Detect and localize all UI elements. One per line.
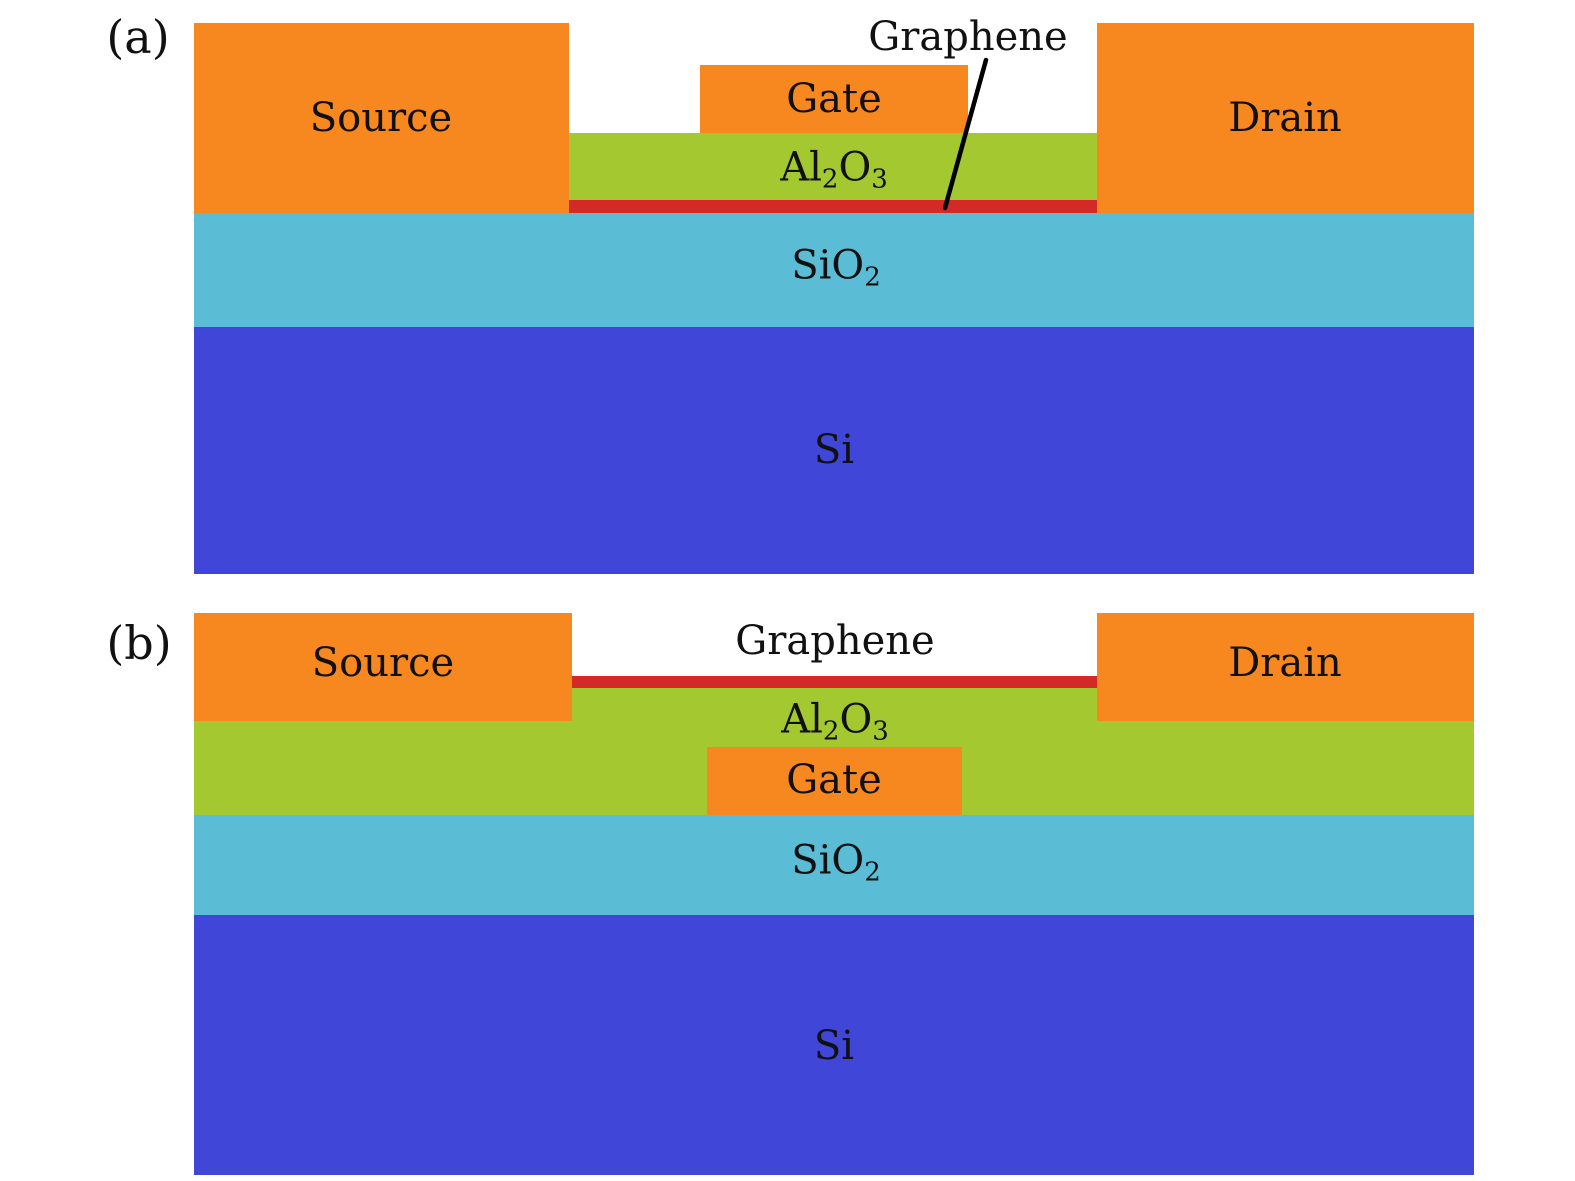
panel-b-source-label: Source bbox=[311, 640, 455, 686]
panel-a-source-label: Source bbox=[309, 95, 453, 141]
panel-b-gate-label: Gate bbox=[786, 757, 882, 803]
panel-b-label: (b) bbox=[106, 616, 172, 670]
panel-b-drain-label: Drain bbox=[1228, 640, 1342, 686]
panel-b-sio2-label: SiO2 bbox=[791, 837, 881, 888]
panel-a-graphene-label: Graphene bbox=[868, 14, 1068, 60]
panel-b-source-contact bbox=[194, 613, 572, 721]
panel-a-gate-label: Gate bbox=[786, 76, 882, 122]
panel-a-si-substrate-layer bbox=[194, 327, 1474, 574]
panel-b-si-substrate-layer bbox=[194, 915, 1474, 1175]
panel-a-al2o3-label: Al2O3 bbox=[780, 144, 888, 195]
panel-a-graphene-layer bbox=[569, 200, 1097, 213]
panel-a-sio2-layer bbox=[194, 213, 1474, 327]
panel-b-drain-contact bbox=[1097, 613, 1474, 721]
panel-a-source-contact bbox=[194, 23, 569, 213]
panel-b-graphene-label: Graphene bbox=[735, 618, 935, 664]
panel-a-drain-label: Drain bbox=[1228, 95, 1342, 141]
panel-b-graphene-layer bbox=[572, 676, 1097, 688]
panel-b-gate-contact bbox=[707, 747, 962, 815]
panel-a-sio2-label: SiO2 bbox=[791, 242, 881, 293]
panel-b-sio2-layer bbox=[194, 815, 1474, 915]
panel-a-label: (a) bbox=[106, 10, 170, 64]
panel-b-si-label: Si bbox=[813, 1023, 855, 1069]
panel-a-al2o3-layer bbox=[569, 133, 1097, 200]
panel-b-al2o3-label: Al2O3 bbox=[781, 696, 889, 747]
panel-a-si-label: Si bbox=[813, 427, 855, 473]
panel-a-drain-contact bbox=[1097, 23, 1474, 213]
panel-a-gate-contact bbox=[700, 65, 968, 133]
